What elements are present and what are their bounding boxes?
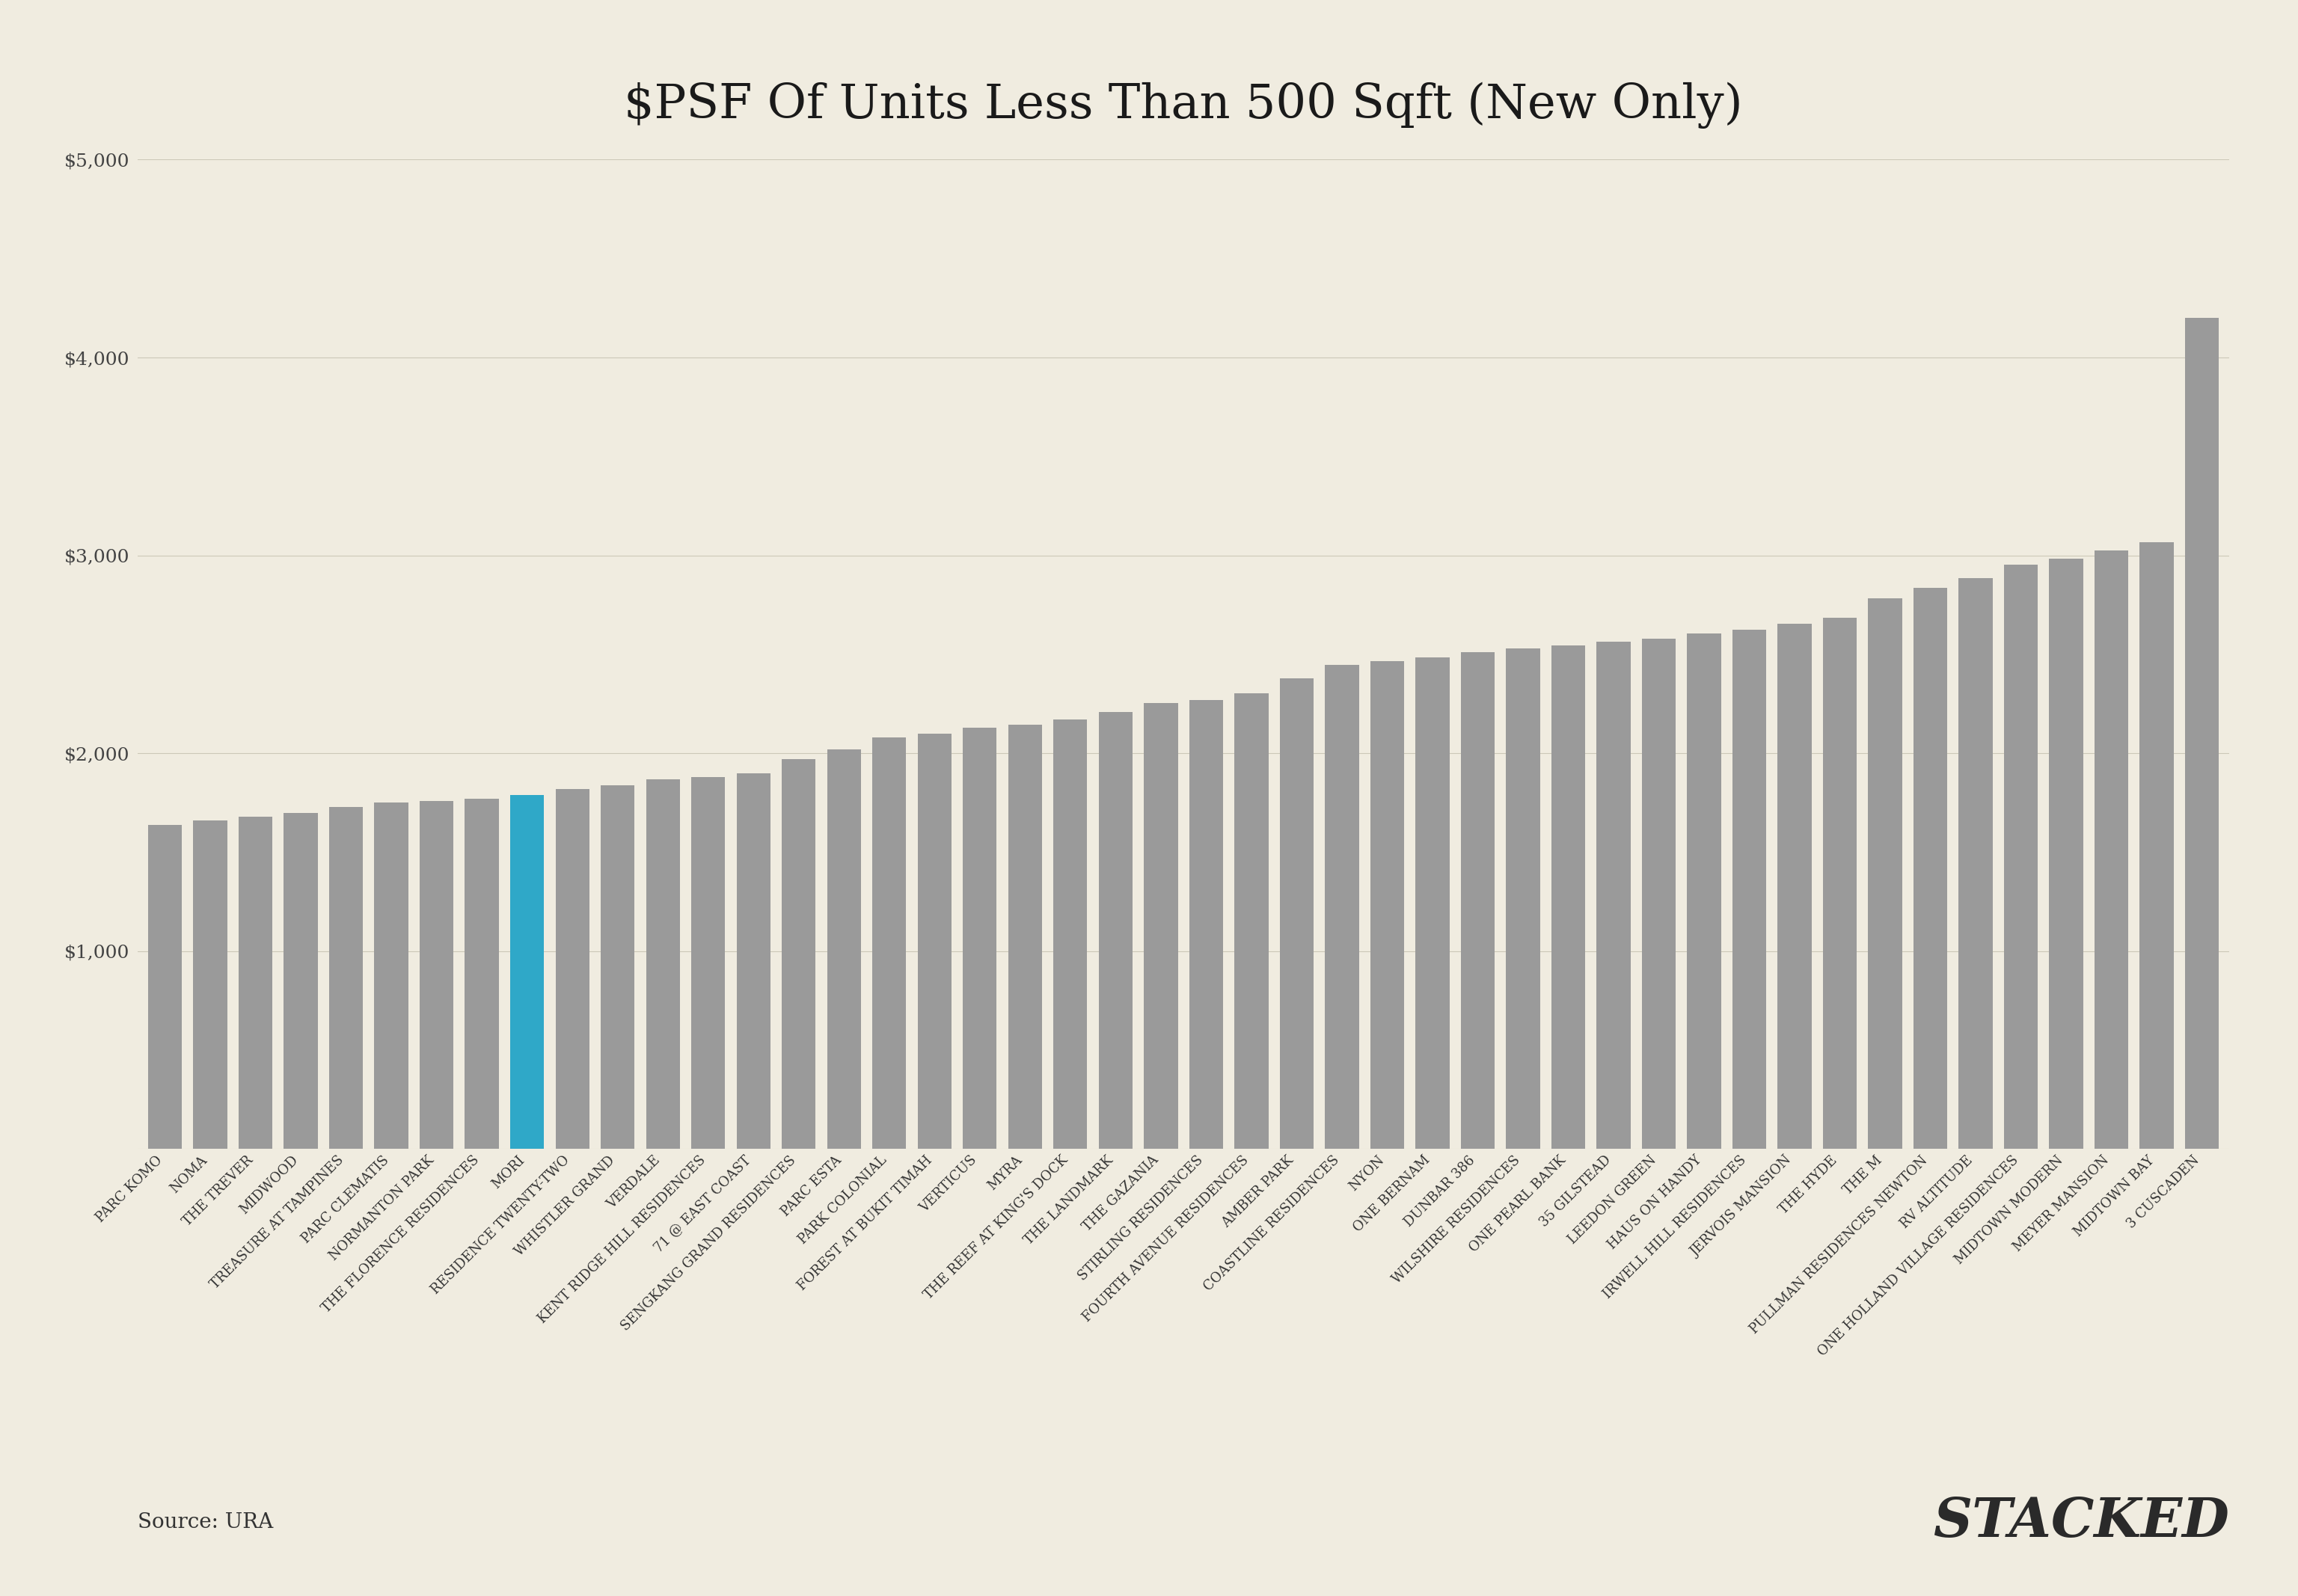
Bar <box>1188 701 1223 1149</box>
Bar <box>239 817 273 1149</box>
Bar <box>1052 720 1087 1149</box>
Bar <box>600 785 634 1149</box>
Bar <box>1326 666 1358 1149</box>
Bar <box>2004 565 2038 1149</box>
Bar <box>2050 559 2082 1149</box>
Bar <box>1597 642 1632 1149</box>
Bar <box>2185 318 2220 1149</box>
Bar <box>1868 598 1903 1149</box>
Bar <box>421 801 453 1149</box>
Bar <box>1462 653 1494 1149</box>
Text: Source: URA: Source: URA <box>138 1511 273 1532</box>
Bar <box>781 760 816 1149</box>
Bar <box>1822 618 1857 1149</box>
Bar <box>646 779 680 1149</box>
Bar <box>1416 658 1450 1149</box>
Bar <box>375 803 409 1149</box>
Bar <box>735 772 770 1149</box>
Bar <box>873 737 905 1149</box>
Bar <box>2139 543 2174 1149</box>
Bar <box>193 820 228 1149</box>
Bar <box>1505 648 1540 1149</box>
Bar <box>1234 693 1268 1149</box>
Bar <box>963 728 997 1149</box>
Bar <box>827 750 862 1149</box>
Bar <box>1370 661 1404 1149</box>
Bar <box>1551 645 1586 1149</box>
Bar <box>1280 678 1314 1149</box>
Bar <box>1687 634 1721 1149</box>
Bar <box>1144 702 1179 1149</box>
Bar <box>1779 624 1811 1149</box>
Title: $PSF Of Units Less Than 500 Sqft (New Only): $PSF Of Units Less Than 500 Sqft (New On… <box>625 81 1742 129</box>
Bar <box>1914 587 1946 1149</box>
Bar <box>1009 725 1041 1149</box>
Text: STACKED: STACKED <box>1933 1495 2229 1548</box>
Bar <box>147 825 182 1149</box>
Bar <box>285 812 317 1149</box>
Bar <box>464 800 499 1149</box>
Bar <box>1098 712 1133 1149</box>
Bar <box>510 795 545 1149</box>
Bar <box>917 734 951 1149</box>
Bar <box>329 806 363 1149</box>
Bar <box>2093 551 2128 1149</box>
Bar <box>1733 629 1767 1149</box>
Bar <box>692 777 726 1149</box>
Bar <box>1958 578 1992 1149</box>
Bar <box>1641 638 1675 1149</box>
Bar <box>556 788 588 1149</box>
